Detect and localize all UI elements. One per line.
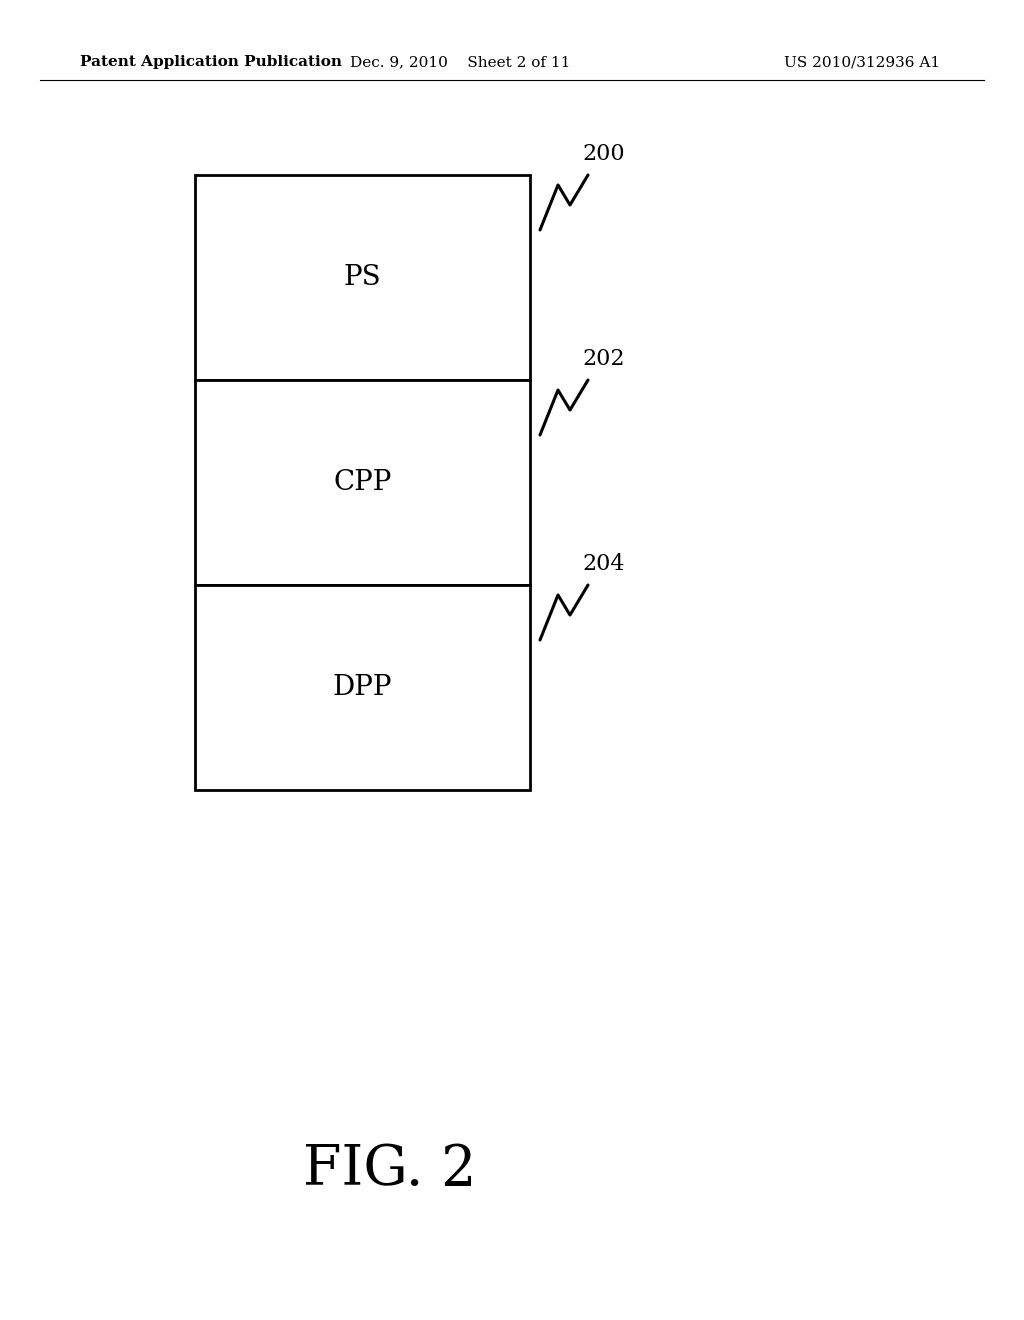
- Text: Dec. 9, 2010    Sheet 2 of 11: Dec. 9, 2010 Sheet 2 of 11: [350, 55, 570, 69]
- Text: US 2010/312936 A1: US 2010/312936 A1: [784, 55, 940, 69]
- Text: PS: PS: [344, 264, 381, 290]
- Text: 202: 202: [582, 348, 625, 370]
- Text: 200: 200: [582, 143, 625, 165]
- Bar: [195, 585, 530, 789]
- Text: DPP: DPP: [333, 675, 392, 701]
- Text: FIG. 2: FIG. 2: [303, 1143, 477, 1197]
- Bar: [195, 176, 530, 380]
- Text: CPP: CPP: [334, 469, 392, 496]
- Text: Patent Application Publication: Patent Application Publication: [80, 55, 342, 69]
- Text: 204: 204: [582, 553, 625, 576]
- Bar: [195, 380, 530, 585]
